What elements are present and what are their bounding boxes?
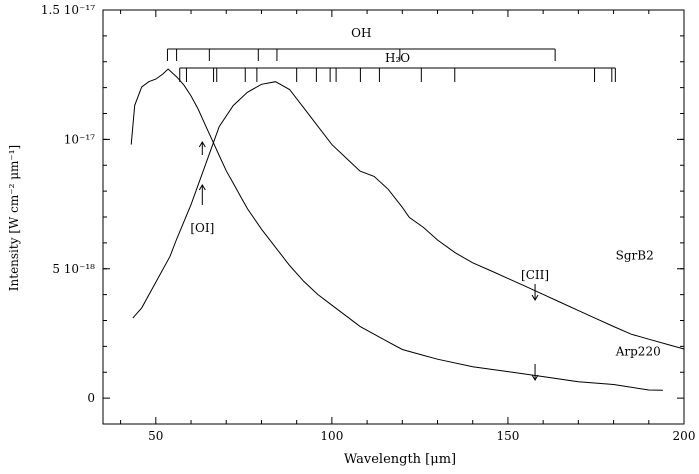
x-tick-label: 150: [496, 429, 519, 443]
annotation-oi: [OI]: [190, 221, 214, 235]
series-label: SgrB2: [616, 249, 654, 263]
series-line-sgrb2: [132, 81, 685, 350]
y-tick-label: 0: [87, 391, 95, 405]
annotation-arrowhead: [531, 294, 539, 301]
x-tick-label: 50: [148, 429, 163, 443]
plot-frame: [102, 9, 685, 425]
y-axis: 0 5 10⁻¹⁸ 10⁻¹⁷ 1.5 10⁻¹⁷: [41, 3, 684, 405]
oh-label: OH: [351, 26, 371, 40]
h2o-line-markers: H₂O: [179, 51, 616, 82]
x-axis-label: Wavelength [μm]: [344, 452, 456, 467]
annotations: SgrB2 Arp220 [OI] [CII]: [190, 141, 661, 381]
annotation-arrowhead: [531, 374, 539, 381]
x-tick-label: 100: [320, 429, 343, 443]
x-tick-label: 200: [673, 429, 696, 443]
oh-line-markers: OH: [166, 26, 556, 61]
annotation-cii: [CII]: [521, 268, 549, 282]
y-axis-label: Intensity [W cm⁻² μm⁻¹]: [7, 145, 21, 291]
x-axis: 50 100 150 200: [120, 10, 696, 443]
series-lines: [130, 68, 685, 391]
y-tick-label: 10⁻¹⁷: [64, 132, 95, 146]
series-label: Arp220: [615, 344, 661, 358]
y-tick-label: 1.5 10⁻¹⁷: [41, 3, 95, 17]
series-line-arp220: [130, 68, 663, 391]
y-tick-label: 5 10⁻¹⁸: [52, 262, 95, 276]
annotation-arrowhead: [198, 184, 206, 191]
h2o-label: H₂O: [385, 51, 410, 65]
annotation-arrowhead: [198, 141, 206, 148]
